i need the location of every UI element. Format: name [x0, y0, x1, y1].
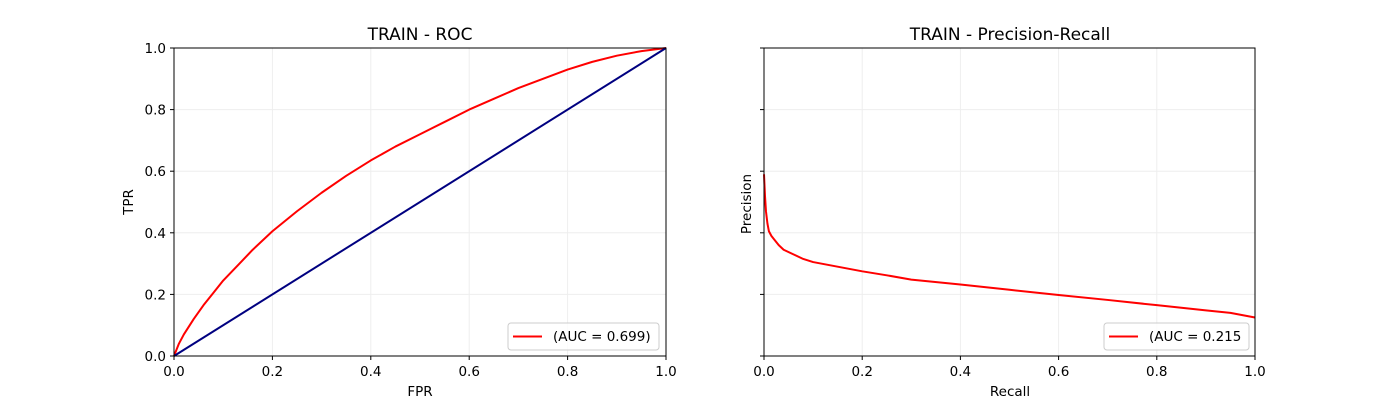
roc-y-tick-label: 0.8: [145, 103, 166, 119]
roc-y-tick-label: 0.0: [145, 349, 166, 365]
roc-x-tick-label: 1.0: [655, 364, 676, 380]
pr-legend-label: (AUC = 0.215: [1149, 329, 1241, 345]
pr-x-tick-label: 1.0: [1244, 364, 1265, 380]
pr-title: TRAIN - Precision-Recall: [909, 25, 1111, 45]
pr-x-ticks: 0.0 0.2 0.4 0.6 0.8 1.0: [753, 356, 1266, 380]
roc-y-ticks: 0.0 0.2 0.4 0.6 0.8 1.0: [145, 41, 174, 365]
pr-x-tick-label: 0.8: [1146, 364, 1167, 380]
roc-x-tick-label: 0.0: [163, 364, 184, 380]
pr-plot-frame: [763, 47, 1256, 357]
pr-x-tick-label: 0.2: [851, 364, 872, 380]
roc-legend-box: [507, 322, 660, 351]
pr-x-axis-label: Recall: [990, 384, 1030, 400]
roc-x-tick-label: 0.8: [557, 364, 578, 380]
pr-grid: [764, 48, 1255, 356]
pr-series-line-0: [763, 174, 1256, 319]
pr-y-ticks: [760, 47, 764, 357]
roc-legend: (AUC = 0.699): [507, 322, 660, 351]
roc-x-ticks: 0.0 0.2 0.4 0.6 0.8 1.0: [163, 356, 677, 380]
pr-panel: TRAIN - Precision-Recall 0.0 0.2 0.4 0.6 0.8…: [739, 25, 1266, 400]
pr-legend: (AUC = 0.215: [1103, 322, 1250, 351]
roc-series-line-0: [173, 47, 667, 357]
pr-legend-box: [1103, 322, 1250, 351]
roc-y-tick-label: 0.2: [145, 287, 166, 303]
roc-x-tick-label: 0.2: [262, 364, 283, 380]
roc-series-line-1: [173, 47, 667, 357]
roc-x-tick-label: 0.4: [360, 364, 381, 380]
roc-y-tick-label: 1.0: [145, 41, 166, 57]
pr-y-axis-label: Precision: [739, 174, 755, 234]
pr-x-tick-label: 0.6: [1048, 364, 1069, 380]
roc-y-tick-label: 0.4: [145, 226, 166, 242]
pr-x-tick-label: 0.0: [753, 364, 774, 380]
roc-x-tick-label: 0.6: [458, 364, 479, 380]
roc-series-group: [173, 47, 667, 357]
roc-legend-label: (AUC = 0.699): [553, 329, 651, 345]
roc-title: TRAIN - ROC: [367, 25, 473, 45]
roc-panel: TRAIN - ROC 0.0 0.2 0.4 0.6 0.8 1.0 0.0 0.2 0.4…: [121, 25, 677, 400]
roc-plot-frame: [173, 47, 667, 357]
roc-y-tick-label: 0.6: [145, 164, 166, 180]
roc-grid: [174, 48, 666, 356]
roc-y-axis-label: TPR: [121, 189, 137, 216]
pr-series-group: [763, 174, 1256, 319]
pr-x-tick-label: 0.4: [950, 364, 971, 380]
roc-x-axis-label: FPR: [407, 384, 432, 400]
